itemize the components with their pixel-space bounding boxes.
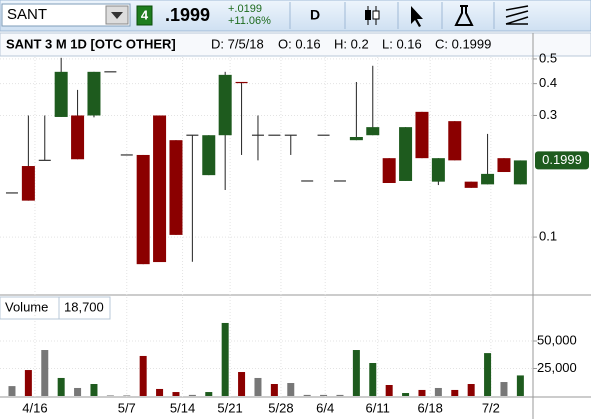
candle-body	[513, 160, 527, 185]
last-price-label: 0.1999	[542, 152, 582, 167]
chart-title: SANT 3 M 1D [OTC OTHER]	[6, 36, 176, 51]
volume-bar	[188, 394, 196, 396]
y-tick-label: 50,000	[537, 332, 577, 347]
volume-bar	[484, 353, 492, 396]
period-button[interactable]: D	[310, 7, 320, 23]
candle-body	[431, 158, 445, 182]
volume-bar	[516, 375, 524, 396]
candle-body	[382, 158, 396, 184]
y-tick-label: 0.1	[539, 229, 557, 244]
volume-bar	[303, 394, 311, 396]
volume-bar	[139, 355, 147, 396]
volume-value: 18,700	[64, 299, 104, 314]
last-price: .1999	[165, 5, 210, 25]
volume-bar	[385, 385, 393, 396]
volume-bar	[106, 395, 114, 396]
header-low: L: 0.16	[382, 36, 422, 51]
x-tick-label: 6/18	[418, 400, 443, 415]
header-close: C: 0.1999	[435, 36, 491, 51]
volume-bar	[369, 363, 377, 396]
candle-body	[169, 140, 183, 235]
study-icon[interactable]	[454, 5, 474, 26]
badge	[136, 5, 153, 26]
candle-body	[415, 111, 429, 159]
symbol-input[interactable]	[1, 3, 131, 27]
candle-body	[481, 173, 495, 185]
candle-body	[448, 121, 462, 161]
volume-bar	[418, 389, 426, 396]
last-price-tag	[535, 151, 589, 170]
header-high: H: 0.2	[334, 36, 369, 51]
volume-bar	[254, 377, 262, 396]
candle-icon[interactable]	[365, 6, 380, 25]
cursor-icon[interactable]	[411, 6, 423, 27]
candle-body	[21, 166, 35, 201]
candle-body	[54, 71, 68, 117]
volume-bar	[352, 350, 360, 396]
volume-bar	[451, 389, 459, 396]
x-tick-label: 6/4	[316, 400, 334, 415]
volume-bar	[336, 394, 344, 396]
header-open: O: 0.16	[278, 36, 321, 51]
x-tick-label: 7/2	[482, 400, 500, 415]
volume-label: Volume	[5, 299, 48, 314]
volume-bar	[221, 322, 229, 396]
volume-bar	[270, 384, 278, 396]
badge-text: 4	[141, 7, 149, 22]
volume-bar	[74, 387, 82, 396]
volume-bar	[467, 384, 475, 396]
x-tick-label: 5/7	[118, 400, 136, 415]
y-tick-label: 0.4	[539, 75, 557, 90]
volume-header	[0, 296, 111, 320]
volume-bar	[500, 382, 508, 396]
symbol: SANT	[7, 6, 47, 23]
change: +.0199	[228, 3, 262, 15]
candle-body	[399, 127, 413, 181]
x-tick-label: 6/11	[366, 400, 390, 415]
candle-body	[202, 135, 216, 176]
candle-body	[71, 115, 85, 160]
volume-bar	[57, 377, 65, 396]
volume-bar	[238, 372, 246, 396]
chart-header	[0, 32, 591, 57]
candle-body	[464, 181, 478, 188]
volume-bar	[434, 387, 442, 396]
volume-bar	[156, 388, 164, 396]
candle-body	[366, 127, 380, 136]
y-tick-label: 0.3	[539, 107, 557, 122]
volume-bar	[90, 384, 98, 396]
volume-bar	[287, 383, 295, 396]
candle-body	[153, 115, 167, 263]
candle-body	[497, 158, 511, 173]
header-date: D: 7/5/18	[211, 36, 264, 51]
x-tick-label: 5/28	[268, 400, 293, 415]
volume-bar	[320, 394, 328, 396]
volume-bar	[402, 393, 410, 396]
volume-bar	[41, 350, 49, 396]
volume-bar	[205, 392, 213, 396]
dropdown-arrow	[111, 12, 123, 19]
change-pct: +11.06%	[228, 15, 271, 27]
candle-body	[349, 136, 363, 141]
x-tick-label: 4/16	[22, 400, 47, 415]
x-tick-label: 5/21	[217, 400, 242, 415]
volume-bar	[24, 370, 32, 396]
candle-body	[87, 71, 101, 116]
y-tick-label: 25,000	[537, 360, 577, 375]
candle-body	[136, 154, 150, 265]
volume-bar	[123, 395, 131, 396]
x-tick-label: 5/14	[170, 400, 195, 415]
volume-bar	[8, 386, 16, 396]
candle-body	[218, 74, 232, 136]
y-tick-label: 0.5	[539, 50, 557, 65]
volume-bar	[172, 392, 180, 396]
draw-icon[interactable]	[505, 5, 529, 25]
